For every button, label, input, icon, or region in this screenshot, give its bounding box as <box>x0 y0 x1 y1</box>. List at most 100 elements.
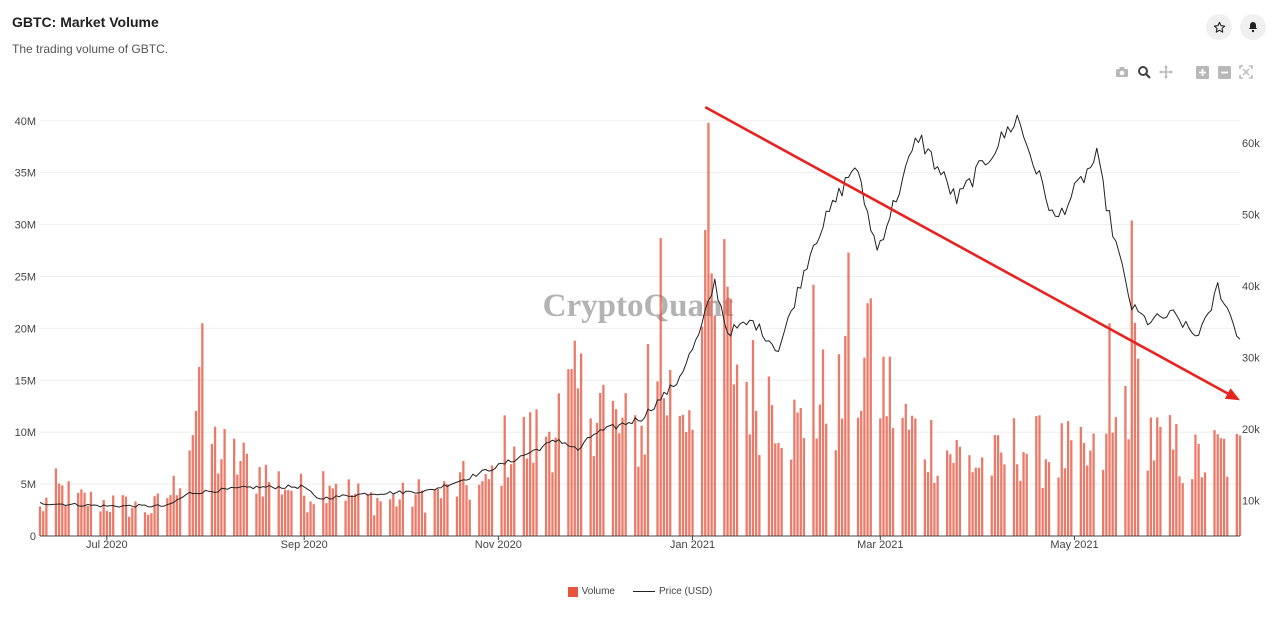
volume-bar <box>840 418 844 536</box>
volume-bar <box>911 415 914 536</box>
zoom-in-button[interactable] <box>1194 64 1210 80</box>
volume-bar <box>1130 220 1133 537</box>
zoom-button[interactable] <box>1136 64 1152 80</box>
plus-icon <box>1195 65 1209 79</box>
volume-bar <box>353 493 357 536</box>
volume-bar <box>599 393 602 536</box>
volume-bar <box>1216 434 1219 536</box>
volume-bar <box>309 501 312 536</box>
volume-bars[interactable] <box>38 122 1242 537</box>
trend-arrow <box>704 106 1240 401</box>
volume-bar <box>213 426 217 536</box>
volume-bar <box>80 489 83 536</box>
volume-bar <box>283 489 287 536</box>
volume-bar <box>888 356 892 536</box>
zoom-icon <box>1138 66 1151 79</box>
volume-bar <box>796 412 799 536</box>
volume-bar <box>1044 459 1047 536</box>
pan-button[interactable] <box>1158 64 1174 80</box>
volume-bar <box>1133 322 1137 536</box>
volume-bar <box>322 471 325 536</box>
volume-bar <box>525 458 529 536</box>
price-series[interactable] <box>39 114 1241 508</box>
volume-bar <box>401 482 405 536</box>
volume-bar <box>974 467 977 536</box>
favorite-button[interactable] <box>1206 14 1232 40</box>
minus-icon <box>1217 65 1231 79</box>
volume-bar <box>595 422 599 536</box>
volume-bar <box>242 442 245 536</box>
notification-button[interactable] <box>1240 14 1266 40</box>
volume-bar <box>869 298 872 536</box>
volume-bar <box>544 436 548 536</box>
axes: 0 5M 10M 15M 20M 25M 30M 35M 40M 10k 20k 30k 40k 50k 6… <box>15 116 1261 551</box>
volume-bar <box>465 485 468 536</box>
volume-bar <box>659 238 662 536</box>
volume-bar <box>134 501 137 536</box>
volume-bar <box>150 513 153 536</box>
volume-bar <box>172 475 175 536</box>
volume-bar <box>481 481 484 536</box>
y-left-tick-label: 25M <box>15 271 36 283</box>
volume-price-chart[interactable]: CryptoQuant 0 5M 10M 15M 20M 25M 30M 35M 40M 10k 2… <box>0 0 1280 580</box>
volume-bar <box>1172 449 1175 536</box>
volume-bar <box>67 481 70 536</box>
volume-bar <box>548 431 551 536</box>
volume-bar <box>837 354 841 536</box>
volume-bar <box>1194 434 1197 536</box>
volume-bar <box>1086 465 1089 536</box>
volume-bar <box>509 464 513 536</box>
zoom-out-button[interactable] <box>1216 64 1232 80</box>
y-left-tick-label: 40M <box>15 116 36 128</box>
volume-bar <box>42 511 45 536</box>
volume-bar <box>344 500 347 536</box>
legend-item-price[interactable]: Price (USD) <box>621 586 712 597</box>
volume-bar <box>1019 481 1022 536</box>
price-line <box>39 114 1241 508</box>
volume-bar <box>156 493 159 536</box>
volume-bar <box>83 492 86 536</box>
y-right-tick-label: 30k <box>1242 352 1260 364</box>
legend-item-volume[interactable]: Volume <box>567 586 615 597</box>
volume-bar <box>420 490 424 536</box>
download-plot-button[interactable] <box>1114 64 1130 80</box>
volume-bar <box>178 488 182 536</box>
volume-bar <box>439 498 443 536</box>
volume-bar <box>446 484 449 536</box>
chart-legend: Volume Price (USD) <box>0 586 1280 597</box>
volume-bar <box>1070 440 1073 536</box>
volume-bar <box>1016 464 1019 536</box>
volume-bar <box>1213 430 1216 536</box>
volume-bar <box>576 388 580 536</box>
autoscale-button[interactable] <box>1238 64 1254 80</box>
volume-bar <box>1124 385 1127 536</box>
volume-bar <box>1079 426 1082 536</box>
volume-bar <box>812 284 815 536</box>
volume-bar <box>1025 453 1028 536</box>
volume-bar <box>1012 418 1016 536</box>
volume-bar <box>468 499 471 536</box>
volume-bar <box>1105 433 1108 536</box>
volume-bar <box>1149 417 1153 536</box>
volume-bar <box>290 490 293 536</box>
volume-bar <box>1168 415 1172 536</box>
volume-bar <box>735 364 739 536</box>
volume-bar <box>602 384 605 536</box>
volume-bar <box>1191 479 1194 536</box>
volume-bar <box>1137 358 1140 536</box>
volume-bar <box>681 414 685 536</box>
volume-bar <box>105 510 108 536</box>
volume-bar <box>147 514 150 536</box>
volume-bar <box>993 435 997 536</box>
volume-bar <box>57 483 61 536</box>
volume-bar <box>334 483 338 536</box>
volume-bar <box>707 122 710 536</box>
volume-bar <box>685 431 688 536</box>
volume-bar <box>1108 323 1111 536</box>
volume-bar <box>790 459 793 536</box>
volume-bar <box>513 446 516 536</box>
volume-bar <box>729 298 732 536</box>
volume-bar <box>325 503 328 536</box>
volume-bar <box>971 472 974 536</box>
volume-bar <box>554 437 557 536</box>
